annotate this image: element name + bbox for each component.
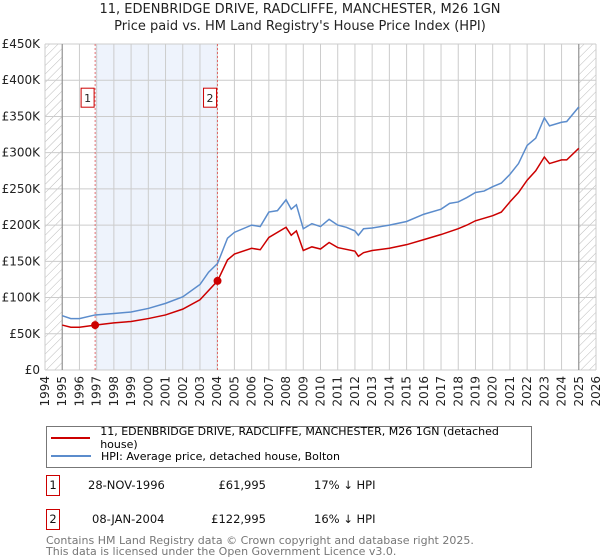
x-tick-label: 2023	[537, 376, 551, 407]
y-tick-label: £400K	[2, 73, 42, 87]
x-tick-label: 2019	[468, 376, 482, 407]
sale-marker-box	[80, 87, 95, 108]
x-tick-label: 1995	[55, 376, 69, 407]
y-tick-label: £300K	[2, 146, 42, 160]
y-tick-label: £100K	[2, 291, 42, 305]
x-tick-label: 2015	[400, 376, 414, 407]
x-tick-label: 2007	[262, 376, 276, 407]
x-tick-label: 1998	[107, 376, 121, 407]
y-tick-label: £0	[25, 363, 40, 377]
legend-item-property: 11, EDENBRIDGE DRIVE, RADCLIFFE, MANCHES…	[51, 425, 531, 451]
x-tick-label: 2006	[245, 376, 259, 407]
sale-badge: 1	[46, 475, 60, 496]
legend-label: 11, EDENBRIDGE DRIVE, RADCLIFFE, MANCHES…	[100, 425, 499, 451]
sale-marker-box	[203, 87, 218, 108]
sale-point	[91, 321, 100, 330]
x-tick-label: 2003	[193, 376, 207, 407]
x-tick-label: 2001	[159, 376, 173, 407]
x-tick-label: 2016	[417, 376, 431, 407]
y-tick-label: £450K	[2, 37, 42, 51]
x-tick-label: 2010	[314, 376, 328, 407]
legend-item-hpi: HPI: Average price, detached house, Bolt…	[51, 448, 340, 464]
x-tick-label: 2025	[572, 376, 586, 407]
legend-swatch-red	[51, 437, 91, 439]
chart-title: 11, EDENBRIDGE DRIVE, RADCLIFFE, MANCHES…	[99, 2, 501, 17]
x-tick-label: 2004	[210, 376, 224, 407]
sale-marker-label: 1	[84, 92, 91, 105]
footer-copyright: Contains HM Land Registry data © Crown c…	[46, 534, 474, 547]
y-tick-label: £150K	[2, 254, 42, 268]
x-tick-label: 1994	[38, 376, 52, 407]
chart-subtitle: Price paid vs. HM Land Registry's House …	[114, 19, 486, 34]
x-tick-label: 2008	[279, 376, 293, 407]
series-line-property	[62, 147, 580, 329]
y-tick-label: £250K	[2, 182, 42, 196]
sale-date: 28-NOV-1996	[88, 478, 165, 492]
sale-date: 08-JAN-2004	[92, 512, 165, 526]
legend-label: HPI: Average price, detached house, Bolt…	[101, 449, 340, 463]
hatched-region	[45, 44, 63, 370]
x-tick-label: 2017	[434, 376, 448, 407]
x-tick-label: 2020	[486, 376, 500, 407]
sale-badge: 2	[46, 509, 60, 530]
sale-delta: 16% ↓ HPI	[314, 512, 376, 526]
x-tick-label: 1996	[72, 376, 86, 407]
x-tick-label: 2000	[141, 376, 155, 407]
x-tick-label: 2013	[365, 376, 379, 407]
x-tick-label: 2021	[503, 376, 517, 407]
footer-licence: This data is licensed under the Open Gov…	[46, 545, 397, 558]
sale-price: £122,995	[211, 512, 266, 526]
y-tick-label: £200K	[2, 218, 42, 232]
x-tick-label: 1999	[124, 376, 138, 407]
legend-swatch-blue	[51, 455, 91, 457]
sale-delta: 17% ↓ HPI	[314, 478, 376, 492]
y-tick-label: £50K	[9, 327, 41, 341]
x-tick-label: 2011	[331, 376, 345, 407]
hatched-region	[578, 44, 596, 370]
shaded-period	[95, 44, 218, 370]
x-tick-label: 2014	[382, 376, 396, 407]
x-tick-label: 1997	[90, 376, 104, 407]
x-tick-label: 2022	[520, 376, 534, 407]
x-tick-label: 2009	[296, 376, 310, 407]
sale-point	[213, 276, 222, 285]
legend: 11, EDENBRIDGE DRIVE, RADCLIFFE, MANCHES…	[46, 425, 532, 468]
x-tick-label: 2018	[451, 376, 465, 407]
x-tick-label: 2005	[227, 376, 241, 407]
y-tick-label: £350K	[2, 109, 42, 123]
x-tick-label: 2002	[176, 376, 190, 407]
x-tick-label: 2026	[589, 376, 600, 407]
x-tick-label: 2012	[348, 376, 362, 407]
series-line-hpi	[61, 106, 580, 320]
plot-area: 1994 1995 1996 1997 1998 1999 2000 2001 2002 2003…	[2, 37, 600, 407]
sale-marker-label: 2	[207, 92, 214, 105]
x-tick-label: 2024	[555, 376, 569, 407]
sale-price: £61,995	[218, 478, 266, 492]
